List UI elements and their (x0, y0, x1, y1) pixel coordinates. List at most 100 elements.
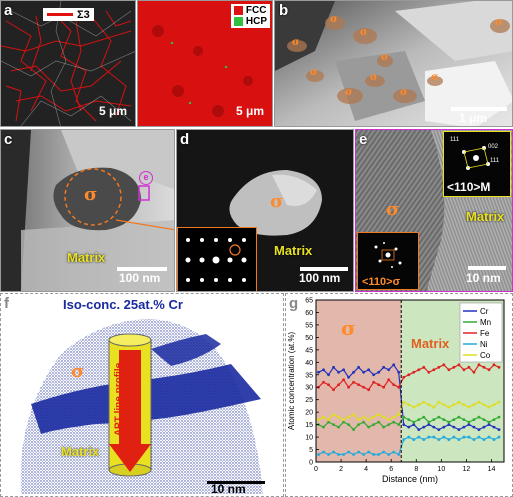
data-point-fe (322, 380, 325, 384)
data-point-ni (487, 435, 491, 439)
panel-a-left: a Σ3 5 μm (0, 0, 136, 127)
data-point-fe (482, 365, 486, 369)
data-point-cr (447, 423, 451, 427)
data-point-cr (342, 368, 345, 372)
data-point-cr (497, 428, 501, 431)
ebsd-boundary-map (1, 1, 135, 126)
data-point-fe (382, 385, 386, 389)
panel-g-label: g (289, 295, 299, 312)
y-tick-label: 45 (305, 347, 313, 354)
data-point-mn (442, 418, 446, 422)
region-e-marker: e (139, 171, 153, 185)
data-point-cr (322, 368, 325, 372)
data-point-co (347, 415, 350, 419)
y-tick-label: 40 (305, 360, 313, 367)
data-point-cr (422, 425, 426, 429)
sigma3-line (47, 13, 73, 16)
data-point-fe (357, 383, 361, 387)
data-point-mn (327, 420, 330, 424)
data-point-mn (382, 425, 386, 429)
data-point-co (387, 418, 391, 422)
data-point-ni (317, 453, 320, 456)
data-point-co (322, 415, 325, 419)
scalebar-e-text: 10 nm (466, 271, 501, 285)
scalebar-a-right-text: 5 μm (235, 104, 264, 118)
data-point-ni (347, 450, 350, 454)
data-point-ni (402, 438, 406, 441)
plot-frame (315, 299, 505, 463)
data-point-ni (397, 453, 401, 456)
data-point-cr (392, 363, 396, 367)
matrix-label-c: Matrix (67, 250, 106, 265)
data-point-cr (482, 425, 486, 429)
data-point-fe (477, 363, 481, 367)
data-point-co (422, 400, 426, 404)
data-point-cr (477, 428, 481, 431)
data-point-mn (412, 420, 416, 424)
matrix-label-d: Matrix (274, 243, 313, 258)
data-point-ni (327, 453, 330, 456)
data-point-co (462, 403, 466, 407)
data-point-co (342, 418, 345, 422)
scalebar-d (300, 267, 348, 271)
data-point-co (392, 415, 396, 419)
data-point-cr (382, 365, 386, 369)
data-point-mn (362, 420, 366, 424)
data-point-mn (387, 423, 391, 427)
hcp-label: HCP (245, 16, 267, 27)
data-point-co (482, 403, 486, 407)
apt-reconstruction (20, 319, 265, 494)
data-point-fe (457, 363, 461, 367)
legend-label-mn: Mn (480, 318, 491, 327)
x-tick-label: 4 (364, 466, 368, 473)
y-tick-label: 50 (305, 335, 313, 342)
panel-d: d σ Matrix 100 nm (176, 129, 354, 292)
data-point-co (317, 418, 320, 422)
legend-label-ni: Ni (480, 340, 488, 349)
data-point-co (332, 413, 335, 417)
data-point-ni (422, 438, 426, 441)
data-point-cr (367, 368, 371, 372)
data-point-co (442, 403, 446, 407)
sad-pattern (185, 238, 247, 282)
data-point-cr (347, 375, 350, 379)
legend-label-fe: Fe (480, 329, 490, 338)
data-point-co (362, 415, 366, 419)
sigma-mark-b-9: σ (495, 17, 503, 28)
panel-c-label: c (4, 131, 13, 148)
data-point-fe (402, 375, 406, 379)
y-tick-label: 15 (305, 422, 313, 429)
scalebar-c (117, 267, 167, 271)
scalebar-d-text: 100 nm (299, 271, 341, 285)
data-point-fe (377, 383, 381, 387)
data-point-mn (462, 418, 466, 422)
iso-conc-title: Iso-conc. 25at.% Cr (63, 297, 183, 312)
data-point-cr (317, 370, 320, 374)
y-tick-label: 30 (305, 385, 313, 392)
scalebar-b (451, 107, 507, 111)
data-point-mn (447, 420, 451, 424)
x-tick-label: 8 (414, 466, 418, 473)
panel-b: b σ σ σ σ σ σ σ σ σ σ 1 μm (274, 0, 513, 127)
y-tick-label: 65 (305, 298, 313, 305)
data-point-fe (432, 368, 436, 372)
data-point-ni (377, 453, 381, 456)
x-tick-label: 10 (437, 466, 445, 473)
sigma3-label: Σ3 (77, 8, 90, 21)
data-point-cr (377, 370, 381, 374)
data-point-cr (412, 423, 416, 427)
data-point-ni (407, 435, 411, 439)
data-point-ni (457, 438, 461, 441)
data-point-co (352, 413, 355, 417)
data-point-mn (392, 420, 396, 424)
phase-legend: FCC HCP (230, 4, 270, 28)
y-tick-label: 25 (305, 397, 313, 404)
data-point-ni (417, 435, 421, 439)
data-point-fe (412, 370, 416, 374)
data-point-cr (437, 428, 441, 431)
fft-pattern-sigma (374, 242, 402, 268)
data-point-co (417, 403, 421, 407)
data-point-fe (397, 385, 401, 389)
data-point-co (407, 403, 411, 407)
fcc-swatch (233, 6, 243, 15)
